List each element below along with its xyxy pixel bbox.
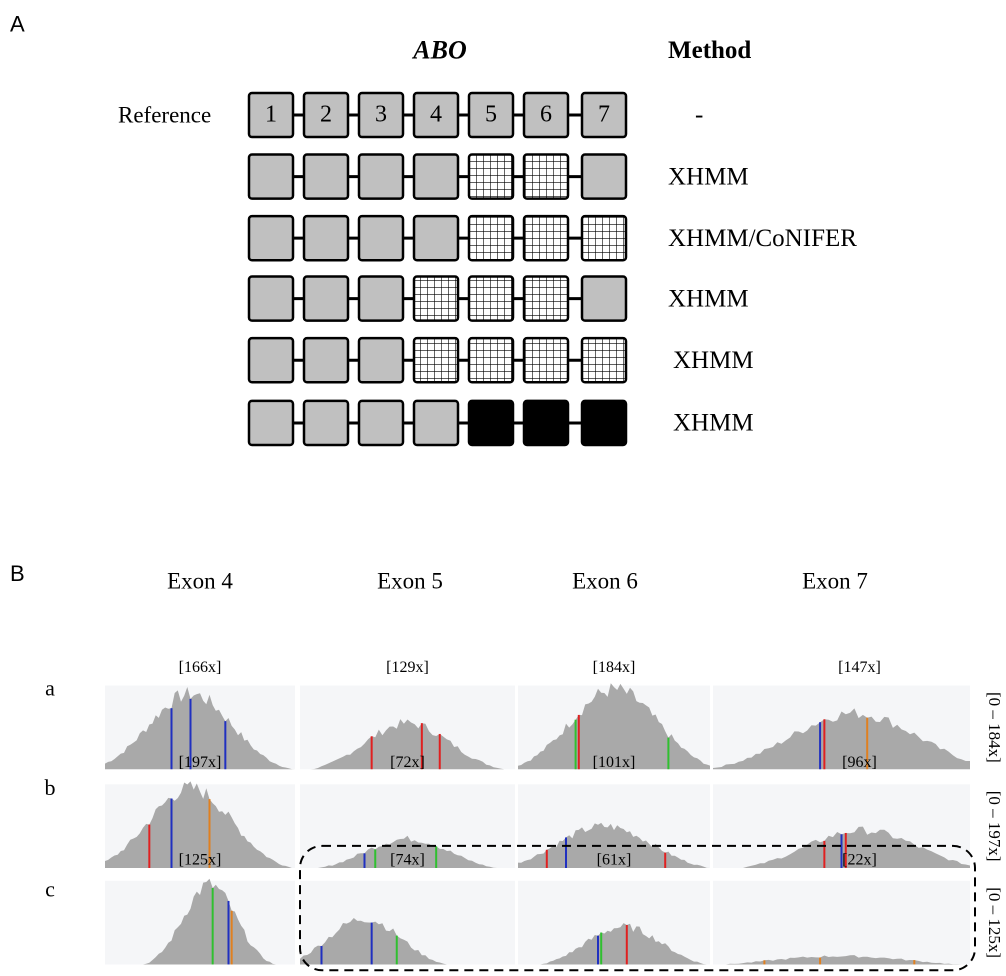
exon-box	[304, 155, 348, 199]
exon-box	[582, 401, 626, 445]
exon-box	[469, 277, 513, 321]
exon-box	[414, 277, 458, 321]
range-label: [0 – 184x]	[985, 692, 1004, 763]
exon-box	[582, 277, 626, 321]
exon-box	[469, 401, 513, 445]
exon-number: 6	[540, 102, 552, 128]
exon-header: Exon 6	[572, 569, 638, 594]
reference-label: Reference	[118, 103, 211, 128]
method: XHMM	[673, 410, 754, 437]
exon-box	[249, 338, 293, 382]
exon-box	[359, 216, 403, 260]
exon-box	[359, 401, 403, 445]
exon-box	[582, 338, 626, 382]
exon-box	[414, 216, 458, 260]
exon-box	[249, 155, 293, 199]
exon-number: 7	[598, 102, 610, 128]
exon-header: Exon 4	[167, 569, 233, 594]
method: XHMM	[668, 163, 749, 190]
method-header: Method	[668, 37, 751, 64]
exon-box	[582, 155, 626, 199]
exon-box	[469, 338, 513, 382]
method: XHMM	[668, 285, 749, 312]
exon-box	[249, 277, 293, 321]
exon-box	[304, 401, 348, 445]
exon-box	[359, 338, 403, 382]
exon-box	[249, 401, 293, 445]
exon-box	[524, 216, 568, 260]
method: XHMM	[673, 347, 754, 374]
depth-label: [96x]	[842, 754, 877, 771]
exon-box	[304, 277, 348, 321]
depth-label: [74x]	[390, 852, 425, 869]
depth-label: [101x]	[593, 754, 636, 771]
exon-box	[249, 216, 293, 260]
exon-number: 3	[375, 102, 387, 128]
row-label: c	[45, 876, 55, 901]
depth-label: [147x]	[838, 659, 881, 676]
gene-name: ABO	[411, 35, 467, 64]
exon-number: 5	[485, 102, 497, 128]
method: -	[695, 102, 703, 129]
exon-box	[414, 338, 458, 382]
exon-box	[414, 401, 458, 445]
exon-number: 2	[320, 102, 332, 128]
depth-label: [125x]	[179, 852, 222, 869]
exon-box	[469, 216, 513, 260]
exon-number: 1	[265, 102, 277, 128]
method: XHMM/CoNIFER	[668, 225, 857, 252]
exon-box	[524, 277, 568, 321]
exon-box	[582, 216, 626, 260]
row-label: a	[45, 675, 55, 700]
depth-label: [166x]	[179, 659, 222, 676]
figure: A ABO Method Reference 1 2 3 4 5 6 7 - XHMM XHMM/CoNI…	[0, 0, 1006, 976]
exon-box	[359, 277, 403, 321]
row-label: b	[45, 775, 56, 800]
exon-box	[304, 216, 348, 260]
exon-box	[304, 338, 348, 382]
depth-label: [22x]	[842, 852, 877, 869]
exon-box	[524, 401, 568, 445]
exon-box	[414, 155, 458, 199]
depth-label: [197x]	[179, 754, 222, 771]
depth-label: [129x]	[386, 659, 429, 676]
depth-label: [184x]	[593, 659, 636, 676]
track-bg	[713, 881, 970, 965]
panel-label: A	[10, 11, 25, 36]
panel-label: B	[10, 561, 25, 586]
range-label: [0 – 197x]	[985, 791, 1004, 862]
exon-header: Exon 5	[377, 569, 443, 594]
exon-header: Exon 7	[802, 569, 868, 594]
exon-number: 4	[430, 102, 442, 128]
exon-box	[359, 155, 403, 199]
range-label: [0 – 125x]	[985, 887, 1004, 958]
exon-box	[524, 338, 568, 382]
depth-label: [72x]	[390, 754, 425, 771]
depth-label: [61x]	[597, 852, 632, 869]
exon-box	[469, 155, 513, 199]
exon-box	[524, 155, 568, 199]
